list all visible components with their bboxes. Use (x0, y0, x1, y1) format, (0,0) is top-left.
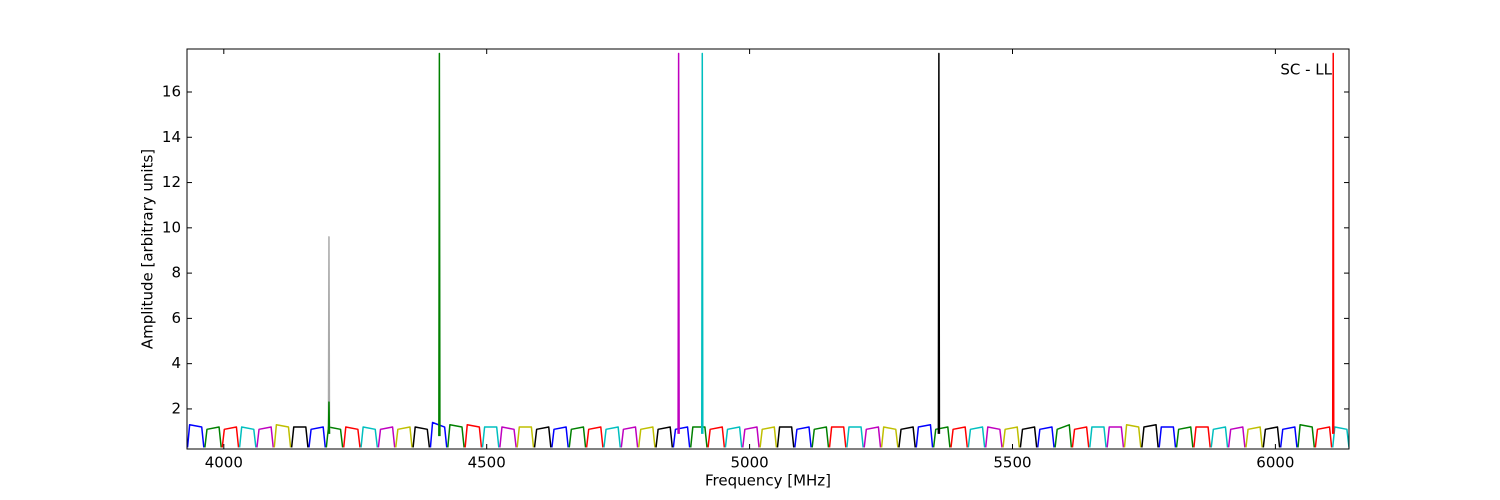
series-line (937, 52, 941, 434)
x-tick-label: 4000 (205, 454, 243, 472)
series-line (273, 424, 1263, 448)
series-line (238, 426, 1349, 448)
annotation: SC - LL (1280, 61, 1332, 79)
x-tick-label: 5500 (993, 454, 1031, 472)
y-tick-label: 16 (162, 83, 181, 101)
y-tick-label: 12 (162, 173, 181, 191)
x-tick-label: 4500 (468, 454, 506, 472)
series-line (290, 424, 1281, 448)
series-line (327, 236, 331, 434)
y-axis-label: Amplitude [arbitrary units] (139, 149, 157, 349)
y-tick-label: 6 (171, 309, 181, 327)
series-line (327, 401, 331, 434)
y-tick-label: 8 (171, 264, 181, 282)
plot-lines (187, 52, 1349, 448)
series-line (204, 424, 1316, 448)
series-line (221, 424, 1333, 448)
series-line (677, 52, 680, 434)
series-line (1331, 52, 1335, 434)
series-line (701, 52, 704, 434)
y-tick-label: 14 (162, 128, 181, 146)
series-line (438, 52, 441, 437)
x-tick-label: 6000 (1256, 454, 1294, 472)
plot-frame (186, 48, 1350, 450)
y-tick-label: 2 (171, 399, 181, 417)
y-tick-label: 10 (162, 218, 181, 236)
series-line (256, 426, 1246, 448)
x-tick-label: 5000 (731, 454, 769, 472)
x-axis-label: Frequency [MHz] (705, 472, 831, 490)
y-tick-label: 4 (171, 354, 181, 372)
